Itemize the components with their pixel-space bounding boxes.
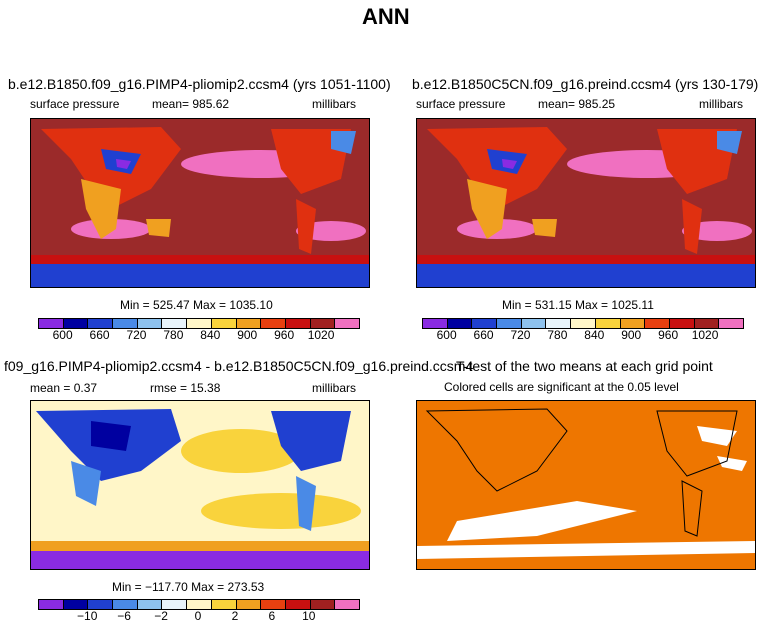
colorbar-swatch <box>645 319 670 328</box>
panel3-rmse: rmse = 15.38 <box>150 381 221 395</box>
colorbar-diff <box>38 599 360 610</box>
colorbar-swatch <box>113 319 138 328</box>
panel1-units: millibars <box>312 97 357 111</box>
colorbar-swatch <box>261 600 286 609</box>
colorbar-swatch <box>669 319 695 328</box>
colorbar-tick-label: 780 <box>163 328 184 342</box>
colorbar-swatch <box>88 600 114 609</box>
panel3-title: f09_g16.PIMP4-pliomip2.ccsm4 - b.e12.B18… <box>4 358 474 374</box>
ttest-map <box>417 401 755 569</box>
panel4-title: T-test of the two means at each grid poi… <box>456 358 713 374</box>
colorbar-swatch <box>595 319 621 328</box>
colorbar-swatch <box>261 319 286 328</box>
panel1-mean: mean= 985.62 <box>152 97 230 111</box>
colorbar-swatch <box>285 319 311 328</box>
panel4-map <box>416 400 756 570</box>
colorbar-tick-label: 900 <box>237 328 258 342</box>
colorbar-swatch <box>236 600 262 609</box>
pressure-map-1 <box>31 119 369 287</box>
colorbar-swatch <box>310 600 336 609</box>
colorbar-swatch <box>236 319 262 328</box>
colorbar-swatch <box>162 319 188 328</box>
colorbar-tick-label: 960 <box>274 328 295 342</box>
colorbar-tick-label: 660 <box>89 328 110 342</box>
colorbar-tick-label: 720 <box>126 328 147 342</box>
colorbar-swatch <box>497 319 522 328</box>
colorbar-swatch <box>423 319 448 328</box>
colorbar-pressure-2-labels: 600 660 720 780 840 900 960 1020 <box>422 328 742 342</box>
colorbar-tick-label: 600 <box>436 328 457 342</box>
colorbar-swatch <box>335 319 359 328</box>
colorbar-swatch <box>211 600 237 609</box>
colorbar-tick-label: 960 <box>658 328 679 342</box>
colorbar-swatch <box>39 600 64 609</box>
panel3-minmax: Min = −117.70 Max = 273.53 <box>112 580 265 594</box>
colorbar-swatch <box>137 319 163 328</box>
colorbar-tick-label: −10 <box>77 609 98 623</box>
panel1-map <box>30 118 370 288</box>
colorbar-swatch <box>137 600 163 609</box>
colorbar-tick-label: −6 <box>117 609 131 623</box>
colorbar-swatch <box>63 319 89 328</box>
colorbar-tick-label: 840 <box>200 328 221 342</box>
colorbar-swatch <box>571 319 596 328</box>
colorbar-swatch <box>162 600 188 609</box>
pressure-map-2 <box>417 119 755 287</box>
panel1-title: b.e12.B1850.f09_g16.PIMP4-pliomip2.ccsm4… <box>8 76 391 92</box>
colorbar-tick-label: −2 <box>154 609 168 623</box>
panel3-units: millibars <box>312 381 357 395</box>
colorbar-swatch <box>620 319 646 328</box>
panel3-mean: mean = 0.37 <box>30 381 98 395</box>
colorbar-pressure-1-labels: 600 660 720 780 840 900 960 1020 <box>38 328 358 342</box>
colorbar-swatch <box>113 600 138 609</box>
colorbar-tick-label: 720 <box>510 328 531 342</box>
colorbar-tick-label: 0 <box>194 609 202 623</box>
colorbar-pressure-2 <box>422 318 744 329</box>
colorbar-swatch <box>88 319 114 328</box>
colorbar-tick-label: 780 <box>547 328 568 342</box>
colorbar-swatch <box>694 319 720 328</box>
panel2-minmax: Min = 531.15 Max = 1025.11 <box>502 298 654 312</box>
panel1-variable: surface pressure <box>30 97 120 111</box>
colorbar-swatch <box>285 600 311 609</box>
colorbar-swatch <box>63 600 89 609</box>
panel2-mean: mean= 985.25 <box>538 97 616 111</box>
figure-title: ANN <box>362 4 410 29</box>
colorbar-swatch <box>472 319 498 328</box>
colorbar-swatch <box>546 319 572 328</box>
colorbar-swatch <box>310 319 336 328</box>
panel3-map <box>30 400 370 570</box>
difference-map <box>31 401 369 569</box>
colorbar-swatch <box>521 319 547 328</box>
colorbar-tick-label: 900 <box>621 328 642 342</box>
colorbar-tick-label: 1020 <box>691 328 719 342</box>
panel2-units: millibars <box>699 97 744 111</box>
colorbar-tick-label: 600 <box>52 328 73 342</box>
panel2-title: b.e12.B1850C5CN.f09_g16.preind.ccsm4 (yr… <box>412 76 759 92</box>
panel2-map <box>416 118 756 288</box>
colorbar-swatch <box>187 600 212 609</box>
colorbar-pressure-1 <box>38 318 360 329</box>
colorbar-tick-label: 6 <box>268 609 276 623</box>
colorbar-swatch <box>187 319 212 328</box>
panel2-variable: surface pressure <box>416 97 506 111</box>
colorbar-swatch <box>211 319 237 328</box>
colorbar-tick-label: 10 <box>302 609 316 623</box>
colorbar-diff-labels: −10 −6 −2 0 2 6 10 <box>38 609 358 623</box>
colorbar-tick-label: 1020 <box>307 328 335 342</box>
colorbar-swatch <box>447 319 473 328</box>
colorbar-swatch <box>719 319 743 328</box>
colorbar-swatch <box>39 319 64 328</box>
colorbar-tick-label: 660 <box>473 328 494 342</box>
colorbar-tick-label: 2 <box>231 609 239 623</box>
colorbar-tick-label: 840 <box>584 328 605 342</box>
colorbar-swatch <box>335 600 359 609</box>
panel1-minmax: Min = 525.47 Max = 1035.10 <box>120 298 273 312</box>
panel4-subtitle: Colored cells are significant at the 0.0… <box>444 380 679 394</box>
